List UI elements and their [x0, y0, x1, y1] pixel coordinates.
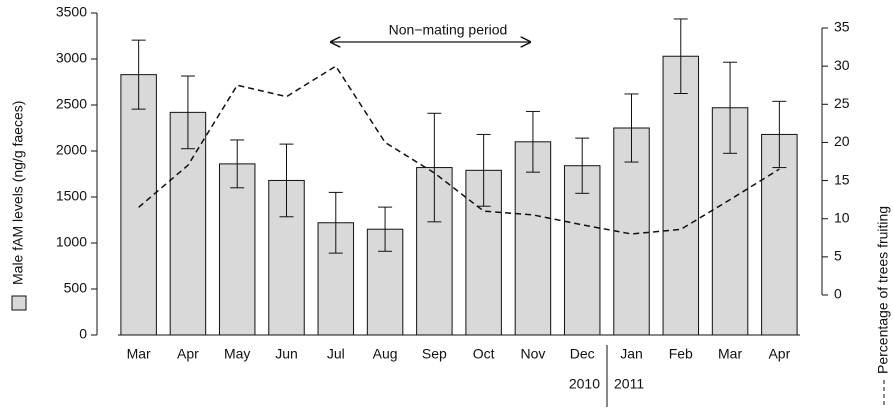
bar [514, 141, 552, 336]
x-tick-label: Jun [275, 346, 298, 362]
x-tick-label: Mar [127, 346, 151, 362]
y-tick-label: 1000 [56, 234, 87, 250]
y2-tick-label: 20 [834, 133, 850, 149]
y-tick-label: 3500 [56, 4, 87, 20]
y-tick-label: 1500 [56, 188, 87, 204]
y2-tick-label: 35 [834, 19, 850, 35]
x-tick-label: Apr [177, 346, 199, 362]
y2-tick-label: 15 [834, 171, 850, 187]
x-tick-label: Sep [422, 346, 447, 362]
y-tick-label: 0 [79, 326, 87, 342]
bar [662, 55, 700, 336]
x-tick-label: Aug [373, 346, 398, 362]
bar [120, 74, 157, 336]
x-tick-label: Feb [669, 346, 693, 362]
annotation: Non−mating period [389, 22, 508, 38]
bar [563, 165, 601, 336]
y-axis-label: Male fAM levels (ng/g faeces) [10, 101, 26, 285]
year-label: 2010 [569, 376, 600, 392]
x-tick-label: Dec [570, 346, 595, 362]
x-tick-label: Nov [520, 346, 545, 362]
y2-tick-label: 5 [834, 248, 842, 264]
y2-tick-label: 10 [834, 209, 850, 225]
y2-axis-label: Percentage of trees fruiting [875, 206, 891, 374]
y2-tick-label: 30 [834, 57, 850, 73]
year-label: 2011 [614, 376, 644, 392]
x-tick-label: Apr [768, 346, 790, 362]
x-tick-label: Oct [473, 346, 495, 362]
x-tick-label: Mar [718, 346, 742, 362]
y2-tick-label: 25 [834, 95, 850, 111]
y-tick-label: 2000 [56, 142, 87, 158]
bar [169, 111, 207, 336]
x-tick-label: Jan [620, 346, 643, 362]
bar [218, 163, 256, 336]
y-tick-label: 2500 [56, 96, 87, 112]
y-tick-label: 500 [64, 280, 88, 296]
x-tick-label: Jul [327, 346, 345, 362]
y2-tick-label: 0 [834, 286, 842, 302]
legend-bar-symbol [11, 295, 27, 311]
x-tick-label: May [224, 346, 250, 362]
y-tick-label: 3000 [56, 50, 87, 66]
